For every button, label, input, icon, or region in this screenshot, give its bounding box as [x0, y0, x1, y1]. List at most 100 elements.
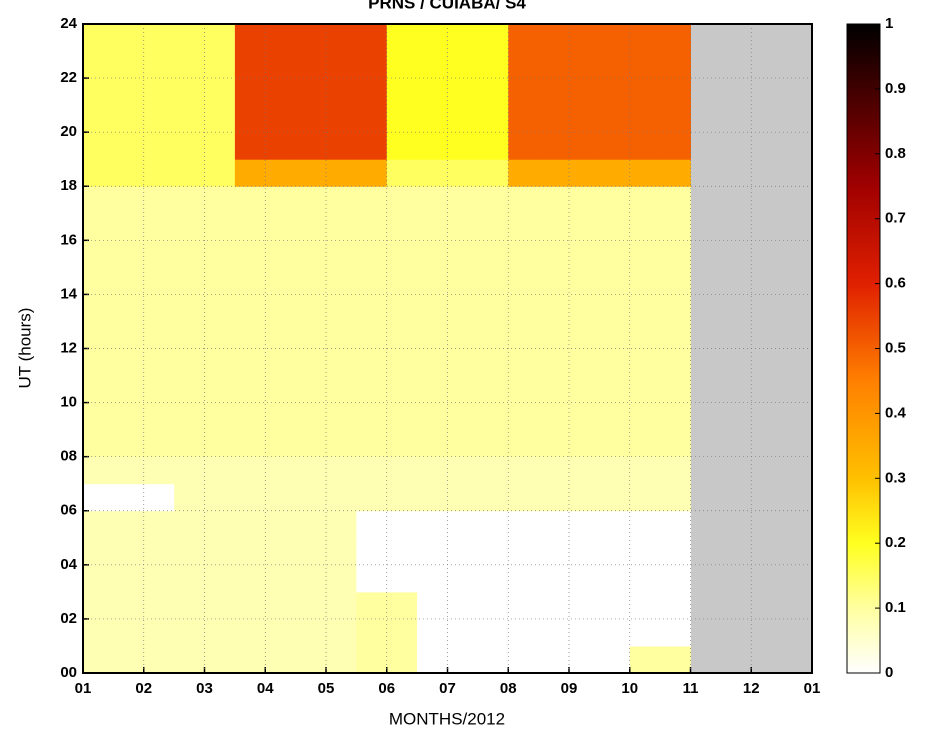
heat-cell [204, 591, 236, 620]
heat-cell [113, 456, 145, 485]
x-tick-label: 11 [683, 680, 699, 697]
heat-cell [174, 591, 205, 620]
heat-cell [477, 132, 509, 160]
heat-cell [113, 267, 145, 295]
heat-cell [326, 402, 357, 431]
heat-cell [356, 483, 388, 512]
heat-cell [538, 618, 570, 647]
x-tick-label: 08 [500, 680, 517, 697]
heat-cell [660, 294, 691, 322]
y-tick-label: 24 [60, 15, 77, 32]
heat-cell [113, 564, 145, 593]
heat-cell [538, 186, 570, 214]
colorbar-tick-label: 0.6 [885, 275, 906, 292]
heat-cell [538, 321, 570, 349]
heat-cell [629, 591, 661, 620]
heat-cell [447, 375, 479, 404]
heat-cell [508, 51, 540, 79]
heat-cell [660, 321, 691, 349]
heat-cell [113, 24, 145, 52]
heat-cell [660, 132, 691, 160]
heat-cell [538, 429, 570, 458]
heat-cell [113, 375, 145, 404]
heat-cell [326, 78, 357, 106]
heat-cell [629, 51, 661, 79]
x-axis-label: MONTHS/2012 [389, 709, 505, 728]
x-tick-label: 09 [561, 680, 578, 697]
heat-cell [234, 456, 266, 485]
heat-cell [660, 240, 691, 268]
heat-cell [113, 645, 145, 674]
heat-cell [265, 483, 297, 512]
heat-cell [356, 186, 388, 214]
heat-cell [386, 159, 418, 187]
heat-cell [477, 348, 509, 377]
heat-cell [538, 213, 570, 241]
heat-cell [113, 105, 145, 133]
x-tick-label: 01 [804, 680, 821, 697]
heat-cell [538, 456, 570, 485]
heat-cell [508, 483, 540, 512]
x-tick-label: 05 [318, 680, 335, 697]
heat-cell [569, 564, 600, 593]
heat-cell [83, 267, 114, 295]
heat-cell [508, 564, 540, 593]
heat-cell [629, 24, 661, 52]
heat-cell [204, 132, 236, 160]
heat-cell [447, 105, 479, 133]
colorbar-tick-label: 0.7 [885, 210, 906, 227]
heat-cell [204, 105, 236, 133]
heat-cell [629, 645, 661, 674]
heat-cell [204, 51, 236, 79]
y-tick-label: 02 [60, 610, 77, 627]
heat-cell [326, 375, 357, 404]
heat-cell [326, 105, 357, 133]
heat-cell [599, 105, 631, 133]
heat-cell [538, 132, 570, 160]
heat-cell [629, 186, 661, 214]
heat-cell [265, 537, 297, 566]
heat-cell [356, 564, 388, 593]
heat-cell [83, 186, 114, 214]
heat-cell [295, 510, 327, 539]
heat-cell [265, 132, 297, 160]
heat-cell [386, 591, 418, 620]
heat-cell [417, 402, 448, 431]
heat-cell [447, 51, 479, 79]
colorbar-tick-label: 0.1 [885, 599, 906, 616]
heat-cell [234, 267, 266, 295]
heat-cell [417, 591, 448, 620]
y-tick-label: 06 [60, 502, 77, 519]
heat-cell [447, 24, 479, 52]
heat-cell [113, 429, 145, 458]
heat-cell [204, 618, 236, 647]
heat-cell [417, 24, 448, 52]
heat-cell [234, 321, 266, 349]
heat-cell [569, 375, 600, 404]
heat-cell [83, 483, 114, 512]
heat-cell [204, 456, 236, 485]
heat-cell [83, 618, 114, 647]
heat-cell [234, 537, 266, 566]
heat-cell [508, 348, 540, 377]
heat-cell [356, 294, 388, 322]
heat-cell [143, 186, 175, 214]
heat-cell [538, 402, 570, 431]
chart-title: PRNS / CUIABA/ S4 [368, 0, 526, 12]
heat-cell [143, 375, 175, 404]
heat-cell [599, 375, 631, 404]
heat-cell [660, 456, 691, 485]
heat-cell [295, 402, 327, 431]
heat-cell [204, 186, 236, 214]
heat-cell [569, 294, 600, 322]
heat-cell [265, 294, 297, 322]
heat-cell [477, 240, 509, 268]
y-tick-label: 18 [60, 177, 77, 194]
heat-cell [356, 645, 388, 674]
heat-cell [204, 267, 236, 295]
heat-cell [83, 429, 114, 458]
heat-cell [234, 240, 266, 268]
heat-cell [326, 51, 357, 79]
heat-cell [143, 510, 175, 539]
heat-cell [265, 402, 297, 431]
